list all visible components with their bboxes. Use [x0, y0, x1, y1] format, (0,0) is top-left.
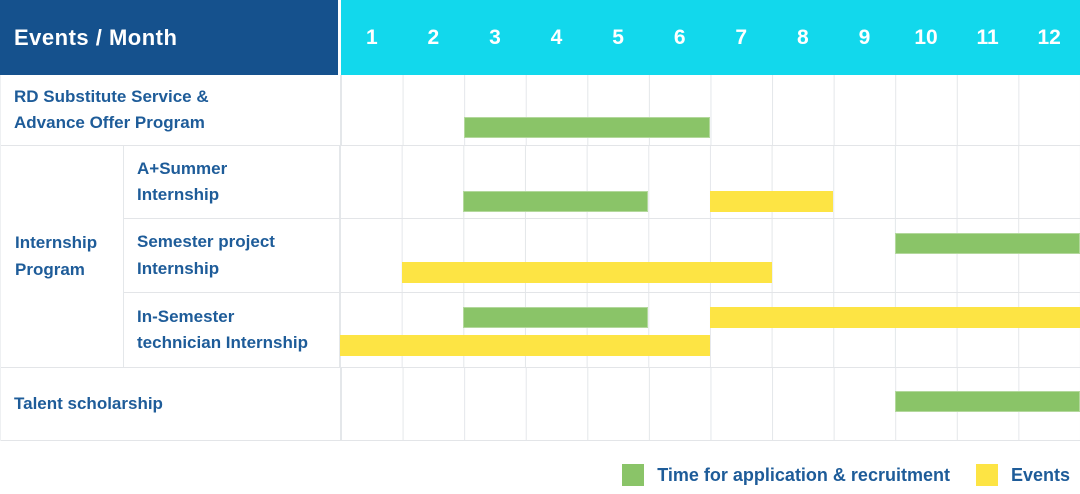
gantt-bar-event — [401, 262, 772, 283]
gantt-bar-recruitment — [463, 191, 649, 212]
table-row: Semester project Internship — [124, 219, 1080, 293]
month-header: 12 — [1037, 25, 1061, 49]
month-header: 10 — [914, 25, 938, 49]
month-header: 11 — [976, 25, 999, 49]
gantt-chart-row — [340, 219, 1080, 292]
gantt-bar-event — [710, 307, 1080, 328]
group-label-internship-program: Internship Program — [1, 146, 124, 367]
gantt-chart-row — [341, 368, 1080, 440]
table-header-row: Events / Month 1 2 3 4 5 6 7 8 9 10 11 1… — [0, 0, 1080, 75]
month-header: 7 — [735, 25, 748, 49]
month-header: 3 — [489, 25, 501, 49]
table-body: RD Substitute Service & Advance Offer Pr… — [0, 75, 1080, 441]
month-header: 6 — [673, 25, 686, 49]
month-header: 9 — [858, 25, 871, 49]
row-label-rd-substitute: RD Substitute Service & Advance Offer Pr… — [1, 75, 341, 145]
gantt-chart-row — [341, 75, 1080, 145]
header-divider — [338, 0, 341, 75]
row-label-talent-scholarship: Talent scholarship — [1, 368, 341, 440]
legend-item-recruitment: Time for application & recruitment — [622, 464, 950, 486]
gantt-chart-row — [340, 146, 1080, 218]
gantt-bar-recruitment — [895, 233, 1080, 254]
group-sub-rows: A+Summer Internship Semester project Int… — [124, 146, 1080, 367]
gantt-bar-recruitment — [895, 391, 1080, 412]
table-row: In-Semester technician Internship — [124, 293, 1080, 367]
month-header: 4 — [550, 25, 563, 49]
yellow-swatch-icon — [975, 464, 998, 486]
green-swatch-icon — [622, 464, 645, 486]
table-row: A+Summer Internship — [124, 146, 1080, 219]
gantt-bar-recruitment — [464, 117, 711, 138]
legend-label: Events — [1010, 464, 1070, 485]
gantt-chart-row — [340, 293, 1080, 367]
month-header-band: 1 2 3 4 5 6 7 8 9 10 11 12 — [341, 0, 1080, 75]
row-label-semester-project: Semester project Internship — [124, 219, 340, 292]
legend-label: Time for application & recruitment — [657, 464, 950, 485]
row-label-a-summer: A+Summer Internship — [124, 146, 340, 218]
month-header: 1 — [365, 25, 378, 49]
table-row: RD Substitute Service & Advance Offer Pr… — [1, 75, 1080, 146]
internship-program-group: Internship Program A+Summer Internship S… — [1, 146, 1080, 368]
legend-item-events: Events — [975, 464, 1070, 486]
table-row: Talent scholarship — [1, 368, 1080, 441]
gantt-bar-event — [340, 335, 710, 356]
gantt-bar-recruitment — [463, 307, 649, 328]
month-header: 5 — [612, 25, 624, 49]
row-label-in-semester: In-Semester technician Internship — [124, 293, 340, 367]
month-header: 2 — [427, 25, 440, 49]
legend: Time for application & recruitment Event… — [622, 464, 1070, 486]
month-header: 8 — [796, 25, 809, 49]
events-month-header: Events / Month — [0, 0, 338, 75]
gantt-bar-event — [710, 191, 834, 212]
